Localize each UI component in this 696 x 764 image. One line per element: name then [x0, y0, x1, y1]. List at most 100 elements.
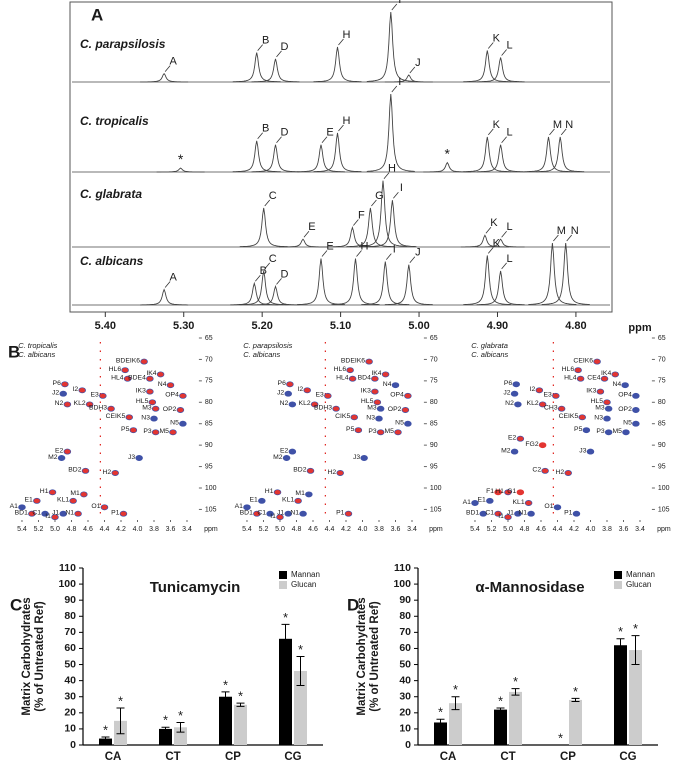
cross-peak — [80, 491, 88, 498]
peak-label: C — [269, 253, 277, 265]
peak-label: HL5 — [136, 398, 149, 405]
cross-peak — [146, 388, 154, 395]
x-tick-label: 4.2 — [116, 526, 126, 533]
error-bar — [436, 718, 445, 727]
peak-label: J — [415, 247, 421, 259]
leader-line — [566, 234, 573, 242]
cross-peak — [288, 448, 297, 455]
legend-label: Mannan — [626, 570, 655, 579]
cross-peak — [376, 405, 385, 412]
y-tick-label: 85 — [205, 421, 213, 428]
x-axis-label: ppm — [429, 526, 443, 533]
cross-peak — [512, 381, 520, 388]
cross-peak — [514, 510, 522, 517]
x-tick-label: 5.30 — [173, 320, 194, 332]
legend-label: C. albicans — [18, 350, 55, 359]
cross-peak — [538, 401, 547, 408]
peak-label: BDEIK6 — [341, 357, 365, 364]
y-tick-label: 65 — [430, 335, 438, 342]
x-tick-label: 4.90 — [487, 320, 508, 332]
peak-label: H1 — [495, 488, 504, 495]
cross-peak — [258, 497, 266, 504]
y-tick-label: 90 — [658, 442, 666, 449]
cross-peak — [288, 401, 297, 408]
peak — [528, 242, 577, 305]
legend-label: C. albicans — [471, 350, 508, 359]
x-tick-label: 4.6 — [308, 526, 318, 533]
peak-label: I2 — [73, 386, 79, 393]
y-tick-label: 80 — [430, 399, 438, 406]
peak-label: I2 — [530, 386, 536, 393]
cross-peak — [510, 390, 519, 397]
x-tick-label: CP — [560, 751, 576, 763]
peak-label: OP4 — [618, 392, 632, 399]
bar — [434, 722, 447, 745]
cross-peak — [564, 470, 572, 476]
y-tick-label: 105 — [205, 506, 217, 513]
peak-label: P3 — [596, 428, 605, 435]
y-tick-label: 110 — [394, 562, 411, 574]
cross-peak — [494, 510, 502, 517]
legend-label: Mannan — [291, 570, 320, 579]
leader-line — [485, 227, 492, 234]
legend-label: C. parapsilosis — [243, 341, 292, 350]
significance-marker: * — [103, 722, 108, 737]
y-tick-label: 100 — [205, 485, 217, 492]
leader-line — [276, 50, 282, 58]
peak-annotation: * — [178, 151, 184, 167]
cross-peak — [371, 375, 379, 382]
x-tick-label: 4.2 — [341, 526, 351, 533]
leader-line — [257, 44, 263, 51]
cross-peak — [524, 500, 533, 506]
x-axis-label: ppm — [204, 526, 218, 533]
peak-label: D — [281, 127, 289, 139]
peak-label: M2 — [48, 454, 58, 461]
peak-label: J2 — [277, 390, 284, 397]
peak-label: N — [571, 225, 579, 237]
peak-label: CEIK5 — [559, 413, 579, 420]
cross-peak — [504, 489, 512, 496]
cross-peak — [354, 427, 363, 434]
peak-label: IK3 — [361, 387, 371, 394]
peak-label: OP2 — [388, 406, 402, 413]
peak-label: E1 — [477, 497, 486, 504]
y-tick-label: 65 — [658, 335, 666, 342]
peak — [361, 261, 410, 306]
cross-peak — [574, 367, 582, 374]
peak-label: C1 — [485, 510, 494, 517]
peak-label: BDH3 — [314, 405, 332, 412]
y-tick-label: 65 — [205, 335, 213, 342]
cross-peak — [516, 435, 525, 442]
leader-line — [353, 219, 359, 226]
peak — [366, 11, 415, 82]
cross-peak — [381, 371, 390, 378]
x-tick-label: 5.0 — [50, 526, 60, 533]
peak — [140, 72, 189, 83]
cross-peak — [107, 405, 115, 412]
peak-label: IK3 — [586, 387, 596, 394]
cross-peak — [140, 358, 148, 365]
peak — [541, 242, 590, 305]
y-tick-label: 100 — [430, 485, 442, 492]
cross-peak — [294, 497, 302, 504]
significance-marker: * — [558, 730, 563, 745]
peak-label: F1 — [486, 488, 494, 495]
cross-peak — [541, 467, 549, 474]
cross-peak — [350, 414, 358, 421]
significance-marker: * — [118, 693, 123, 708]
peak — [232, 52, 281, 83]
peak-label: N2 — [55, 400, 64, 407]
significance-marker: * — [283, 610, 288, 625]
cross-peak — [375, 415, 383, 422]
y-tick-label: 80 — [64, 610, 76, 622]
peak-label: J — [415, 57, 421, 69]
chart-title: α-Mannosidase — [475, 579, 584, 596]
error-bar — [116, 707, 125, 735]
x-tick-label: 3.8 — [149, 526, 159, 533]
y-tick-label: 40 — [399, 674, 411, 686]
x-tick-label: 5.10 — [330, 320, 351, 332]
leader-line — [386, 253, 392, 260]
x-tick-label: 3.6 — [166, 526, 176, 533]
peak-label: P6 — [504, 380, 513, 387]
bar — [159, 728, 172, 745]
